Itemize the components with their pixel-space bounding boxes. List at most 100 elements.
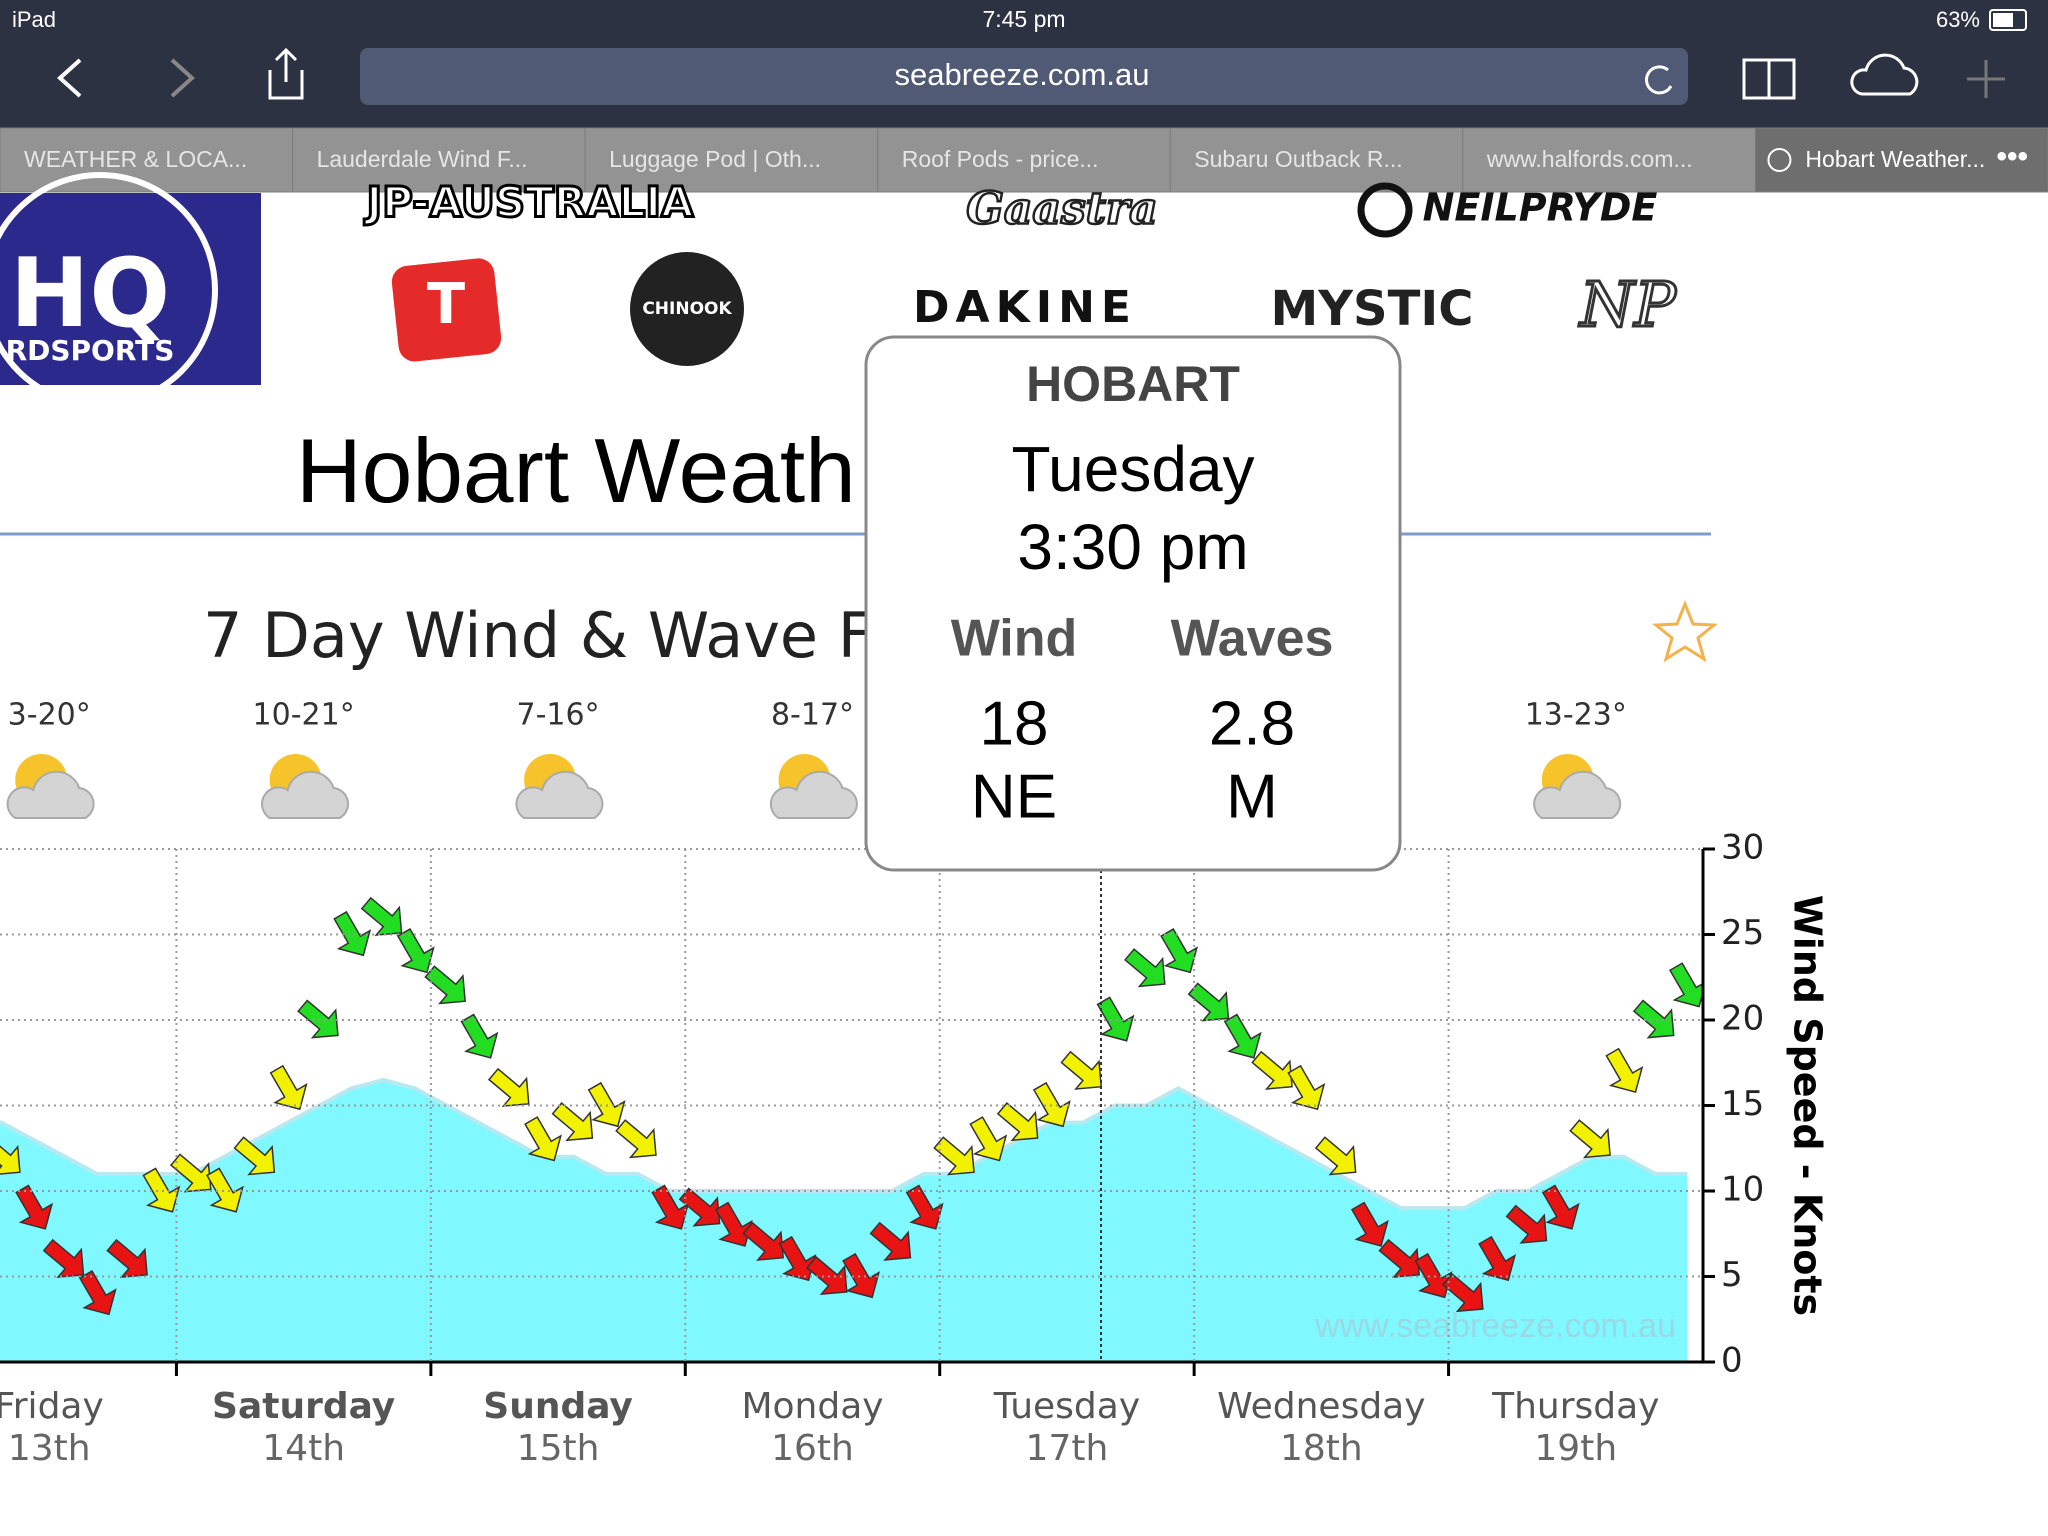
day-label: Tuesday — [993, 1386, 1140, 1427]
tab-more: ••• — [1996, 140, 2028, 173]
tooltip-wave-unit: M — [1226, 762, 1278, 831]
wind-arrow — [1314, 1136, 1357, 1176]
wind-arrow — [778, 1235, 817, 1282]
chinook-logo-disc — [630, 252, 744, 366]
wind-arrow — [15, 1184, 54, 1230]
icloud-tabs-button[interactable] — [1850, 53, 1919, 96]
tooltip — [864, 335, 1402, 872]
wind-arrow — [1505, 1204, 1548, 1244]
tooltip-wave-height: 2.8 — [1209, 689, 1295, 758]
wind-arrow — [424, 965, 466, 1005]
forward-button[interactable] — [170, 58, 195, 98]
forecast-chart: 0 5 10 15 20 25 30 Wind Speed - Knots www.seabre… — [0, 698, 1830, 1469]
wind-arrow — [615, 1119, 657, 1159]
date-label: 18th — [1280, 1428, 1363, 1469]
day-label: Friday — [0, 1386, 104, 1427]
wind-arrow — [1414, 1252, 1453, 1299]
address-bar[interactable] — [360, 48, 1688, 105]
tooltip-time: 3:30 pm — [1017, 511, 1248, 583]
tooltip-wind-label: Wind — [951, 610, 1078, 668]
neilpryde-logo: NEILPRYDE — [1423, 186, 1658, 230]
temperature-range: 10-21° — [253, 698, 355, 733]
date-label: 19th — [1534, 1428, 1617, 1469]
dakine-logo: DAKINE — [913, 282, 1137, 333]
tooltip-location: HOBART — [1026, 356, 1240, 412]
chart-title: 7 Day Wind & Wave Fo — [203, 599, 909, 672]
day-label: Sunday — [483, 1386, 633, 1427]
favourite-star[interactable] — [1652, 599, 1718, 663]
neilpryde-mark — [1357, 182, 1413, 238]
cloud — [769, 770, 858, 819]
wind-arrow — [869, 1221, 912, 1261]
wind-arrow — [1442, 1273, 1484, 1313]
weather-icon — [1533, 754, 1622, 819]
wind-arrow — [360, 896, 403, 936]
temperature-range: 3-20° — [8, 698, 91, 733]
temperature-range: 13-23° — [1525, 698, 1627, 733]
wind-arrow — [142, 1167, 181, 1213]
page-heading: Hobart Weath — [296, 421, 856, 522]
bookmarks-button[interactable] — [1742, 58, 1796, 100]
new-tab-button[interactable] — [1967, 60, 2005, 98]
y-tick-label: 30 — [1721, 828, 1764, 868]
wind-arrow — [106, 1238, 148, 1278]
wind-arrow — [1632, 999, 1675, 1039]
tab[interactable] — [877, 127, 1171, 193]
wind-arrow — [651, 1184, 690, 1230]
tab[interactable] — [1754, 127, 2048, 193]
wind-arrow — [460, 1013, 499, 1059]
wind-arrow — [269, 1064, 308, 1111]
wind-arrow — [233, 1136, 276, 1176]
hq-text: HQ — [10, 239, 170, 349]
share-button[interactable] — [268, 47, 304, 100]
date-label: 16th — [771, 1428, 854, 1469]
close-tab-button[interactable] — [1767, 148, 1792, 172]
tooltip-wind-speed: 18 — [980, 689, 1049, 758]
weather-icon — [6, 754, 95, 819]
tab[interactable] — [1462, 127, 1756, 193]
weather-icon — [261, 754, 349, 819]
tab-title: Hobart Weather... — [1805, 146, 1985, 172]
wind-arrow — [1060, 1050, 1103, 1090]
cloud — [1533, 770, 1622, 819]
tab-title: Luggage Pod | Oth... — [609, 146, 821, 172]
reload-button[interactable] — [1645, 65, 1673, 95]
url: seabreeze.com.au — [894, 57, 1149, 92]
wind-arrow — [805, 1255, 848, 1296]
chinook-logo: CHINOOK — [642, 299, 732, 319]
tab-bar: WEATHER & LOCA... Lauderdale Wind F... Lug… — [0, 127, 2048, 193]
wave-line — [0, 1077, 1688, 1211]
back-button[interactable] — [57, 58, 82, 98]
wind-arrow — [1350, 1201, 1389, 1247]
gaastra-logo: Gaastra — [966, 184, 1157, 235]
wind-arrow — [905, 1184, 944, 1230]
wind-arrow — [1669, 962, 1704, 1008]
wind-arrow — [0, 1136, 21, 1176]
tooltip-day: Tuesday — [1011, 433, 1254, 505]
wind-arrow — [1124, 948, 1166, 988]
tab-title: WEATHER & LOCA... — [24, 146, 247, 172]
wind-arrow — [969, 1116, 1008, 1162]
clock: 7:45 pm — [982, 6, 1065, 32]
t-logo-box — [391, 258, 502, 362]
y-tick-label: 25 — [1721, 913, 1764, 953]
wind-arrow — [487, 1067, 530, 1107]
wind-arrow — [524, 1116, 562, 1162]
wind-arrow — [714, 1201, 753, 1247]
wind-arrow — [1096, 996, 1135, 1042]
date-label: 14th — [262, 1428, 345, 1469]
tooltip-wind-direction: NE — [971, 762, 1057, 831]
hq-subtext: RDSPORTS — [6, 334, 175, 367]
tab[interactable] — [1169, 127, 1464, 193]
cloud — [261, 770, 349, 819]
cloud — [6, 770, 95, 819]
date-label: 17th — [1026, 1428, 1109, 1469]
battery-icon — [1989, 9, 2027, 31]
weather-icon — [769, 754, 858, 819]
t-logo: T — [427, 272, 465, 337]
tab-title: Subaru Outback R... — [1194, 146, 1402, 172]
y-axis-title: Wind Speed - Knots — [1786, 895, 1830, 1316]
day-label: Monday — [741, 1386, 883, 1427]
wave-area — [0, 1079, 1688, 1362]
